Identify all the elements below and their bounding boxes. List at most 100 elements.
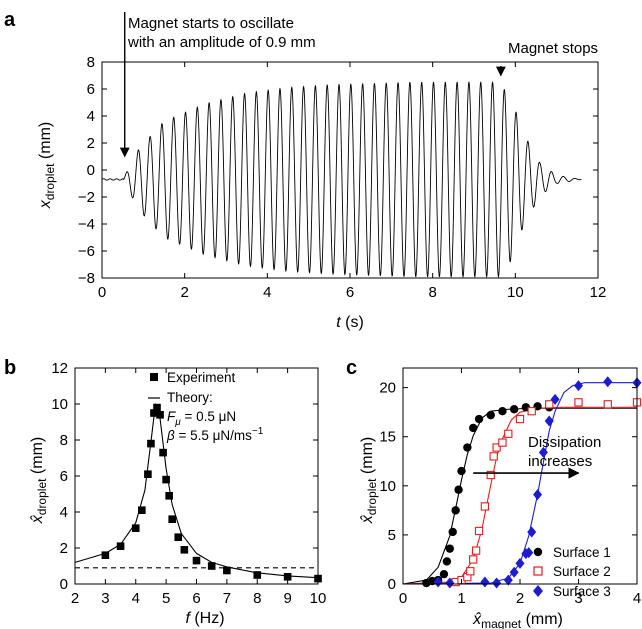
surface-2-point: [474, 526, 484, 536]
experiment-point: [162, 475, 170, 484]
panel-c-x-tick-label: 4: [633, 590, 641, 607]
experiment-point: [101, 551, 110, 559]
surface-1-point: [509, 405, 519, 414]
surface-1-point: [469, 423, 478, 433]
droplet-displacement-trace: [101, 81, 582, 278]
surface-3-point: [433, 576, 443, 588]
panel-a-x-tick-label: 6: [346, 284, 354, 301]
legend-marker-surface-1: [533, 547, 543, 557]
legend-label-theory: Theory:: [167, 390, 213, 405]
surface-2-point: [545, 400, 554, 409]
panel-a-annotation-arrows: [119, 12, 506, 158]
panel-c: c 0 1 2 3 4 0 5 10 15 20 x̂magnet (mm) x̂droplet …: [346, 357, 642, 629]
surface-3-point: [550, 393, 560, 405]
panel-b-x-tick-label: 9: [283, 590, 291, 607]
legend-marker-surface-3: [533, 585, 543, 597]
panel-b-x-tick-label: 4: [132, 590, 140, 607]
surface-2-point: [469, 555, 478, 564]
surface-1-point: [454, 485, 463, 494]
surface-1-point: [463, 443, 472, 452]
surface-2-point: [515, 414, 525, 424]
experiment-point: [165, 492, 173, 500]
experiment-point: [253, 571, 262, 579]
experiment-point: [150, 409, 158, 417]
surface-1-point: [498, 407, 507, 416]
surface-3-point: [527, 526, 537, 538]
panel-c-x-tick-label: 3: [574, 590, 582, 607]
surface-2-point: [466, 567, 475, 576]
panel-b-y-tick-label: 8: [60, 432, 68, 449]
legend-label-experiment: Experiment: [167, 370, 236, 385]
surface-1-point: [439, 569, 449, 579]
legend-label-surface-2: Surface 2: [553, 564, 611, 579]
panel-c-x-tick-label: 0: [399, 590, 407, 607]
surface-2-point: [603, 400, 612, 409]
experiment-point: [147, 439, 155, 448]
panel-a: a 0 2 4 6 8 10 12 −8 −6 −4 −2 0 2 4 6 8 t (s) xdroplet …: [4, 9, 606, 331]
panel-c-y-tick-label: 10: [379, 478, 396, 495]
panel-a-x-tick-label: 0: [98, 284, 106, 301]
surface-3-point: [509, 566, 519, 578]
surface-3-point: [515, 557, 525, 569]
legend-label-surface-3: Surface 3: [553, 584, 611, 599]
panel-a-y-tick-label: −4: [78, 216, 95, 233]
surface-2-point: [498, 438, 507, 447]
panel-b-x-tick-label: 6: [192, 590, 200, 607]
surface-3-point: [445, 577, 455, 589]
panel-c-y-axis-label: x̂droplet (mm): [359, 437, 379, 524]
surface-2-point: [471, 546, 481, 555]
panel-a-y-tick-label: 8: [87, 54, 95, 71]
experiment-point: [207, 562, 216, 570]
panel-b-y-tick-label: 0: [60, 576, 68, 593]
surface-2-point: [480, 502, 490, 511]
panel-a-label: a: [4, 9, 16, 31]
panel-b-y-axis-label: x̂droplet (mm): [29, 437, 49, 524]
panel-b-label: b: [4, 357, 16, 379]
panel-c-y-tick-label: 20: [379, 380, 396, 397]
experiment-point: [156, 411, 164, 419]
panel-b-y-tick-label: 12: [51, 360, 68, 377]
panel-a-x-tick-label: 2: [180, 284, 188, 301]
surface-1-point: [486, 410, 495, 420]
surface-3-point: [480, 576, 490, 588]
panel-a-x-tick-label: 10: [507, 284, 524, 301]
surface-1-point: [474, 414, 484, 424]
panel-b-x-tick-label: 8: [253, 590, 261, 607]
surface-3-point: [603, 376, 613, 388]
panel-c-x-tick-label: 2: [516, 590, 524, 607]
experiment-point: [192, 556, 201, 565]
panel-b-x-tick-label: 5: [162, 590, 170, 607]
panel-a-y-tick-label: −8: [78, 270, 95, 287]
experiment-point: [138, 506, 146, 514]
surface-3-point: [492, 577, 502, 589]
experiment-point: [168, 515, 176, 523]
surface-3-point: [533, 489, 543, 501]
legend-marker-experiment: [150, 373, 158, 381]
surface-2-point: [574, 398, 583, 407]
surface-3-point: [503, 574, 513, 586]
panel-a-plot-area: [101, 81, 582, 278]
panel-c-legend: Surface 1 Surface 2 Surface 3: [533, 545, 611, 599]
experiment-point: [153, 403, 161, 412]
experiment-point: [174, 533, 183, 541]
panel-a-y-tick-label: 2: [87, 135, 95, 152]
theory-param-beta: β = 5.5 μN/ms−1: [166, 426, 264, 443]
surface-1-point: [448, 527, 457, 537]
legend-label-surface-1: Surface 1: [553, 545, 611, 560]
panel-c-label: c: [346, 357, 357, 379]
surface-1-point: [445, 544, 454, 553]
experiment-point: [283, 573, 292, 581]
panel-a-x-tick-label: 12: [590, 284, 607, 301]
panel-b-x-axis-label: f (Hz): [185, 610, 224, 627]
panel-c-y-tick-label: 5: [388, 527, 396, 544]
panel-a-y-tick-label: 0: [87, 162, 95, 179]
panel-b-legend: Experiment Theory: Fμ = 0.5 μN β = 5.5 μ…: [148, 370, 264, 443]
panel-a-axes: 0 2 4 6 8 10 12 −8 −6 −4 −2 0 2 4 6 8: [78, 54, 606, 301]
experiment-point: [131, 524, 140, 532]
surface-2-point: [504, 429, 513, 438]
experiment-point: [223, 566, 231, 575]
panel-b-x-tick-label: 2: [71, 590, 79, 607]
